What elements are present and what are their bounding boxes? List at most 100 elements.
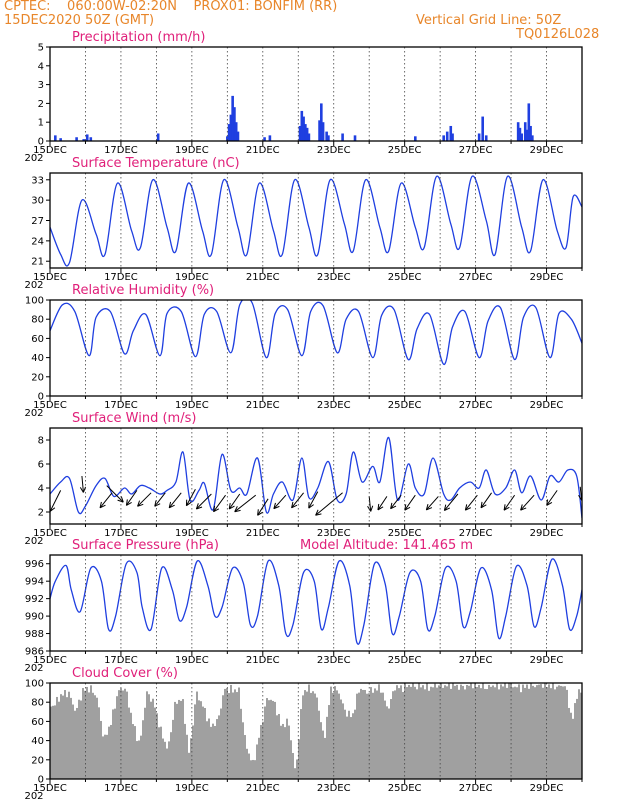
cloud-bar [412,683,414,779]
precip-bar [307,133,311,141]
wind-arrow [443,493,459,511]
y-tick-label: 27 [31,216,44,227]
y-tick-label: 992 [25,594,44,605]
precip-bar [523,122,527,141]
precip-bar [233,107,236,141]
wind-arrow [50,490,62,512]
cloud-bar [146,691,148,779]
y-tick-label: 986 [25,647,44,658]
cloud-bar [50,706,52,779]
y-tick-label: 988 [25,629,44,640]
precip-frame [49,46,583,142]
cloud-bar [292,752,294,779]
precip-series [54,95,534,141]
cloud-bar [128,707,130,779]
cloud-bar [230,684,232,779]
cloud-bar [504,683,506,779]
cloud-bar [506,687,508,779]
cloud-bar [342,703,344,779]
precip-bar [531,135,534,141]
cloud-bar [344,709,346,779]
cloud-bar [246,748,248,779]
cloud-bar [380,692,382,779]
cloud-bar [296,759,298,779]
precip-bar [89,137,93,141]
cloud-bar [538,684,540,779]
precip-bar [321,122,325,141]
cloud-bar [394,690,396,779]
cloud-bar [364,689,366,779]
year-fragment: 202 [24,536,43,547]
wind-arrow [464,494,478,511]
cloud-bar [152,698,154,779]
cloud-bar [170,732,172,779]
y-tick-label: 4 [38,61,44,72]
cloud-bar [572,718,574,779]
wind-arrow [195,493,212,510]
cloud-bar [402,691,404,779]
cloud-bar [350,717,352,779]
cloud-bar [290,740,292,779]
pressure-title: Surface Pressure (hPa) [72,538,219,553]
x-tick-label: 19DEC [175,655,209,666]
cloud-bar [260,725,262,779]
cloud-bar [134,726,136,779]
precip-bar [236,131,240,141]
y-tick-label: 100 [25,296,44,307]
precip-bar [325,131,328,141]
precip-bar [304,124,307,141]
x-tick-label: 25DEC [388,783,422,794]
cloud-bar [414,686,416,779]
cloud-bar [52,705,54,779]
x-tick-label: 29DEC [530,400,564,411]
cloud-bar [188,752,190,779]
cloud-bar [284,727,286,779]
wind-arrow [168,492,182,509]
cloud-bar [560,685,562,779]
wind-arrow [520,494,535,511]
y-tick-label: 33 [31,175,44,186]
cloud-bar [154,707,156,779]
cloud-bar [488,684,490,779]
y-tick-label: 60 [31,717,44,728]
cloud-bar [266,698,268,779]
cloud-bar [338,693,340,779]
precip-bar [320,103,323,141]
cloud-bar [84,690,86,779]
precip-bar [302,116,305,141]
precip-bar [414,136,417,141]
wind-series [50,436,582,519]
cloud-bar [416,689,418,779]
cloud-bar [580,692,582,779]
cloud-bar [494,687,496,779]
x-tick-label: 15DEC [33,272,67,283]
cloud-bar [64,690,66,779]
cloud-bar [314,693,316,779]
cloud-bar [60,694,62,779]
x-tick-label: 27DEC [459,783,493,794]
cloud-bar [370,687,372,779]
cloud-bar [574,703,576,779]
cloud-bar [232,692,234,779]
cloud-bar [534,687,536,779]
y-tick-label: 100 [25,679,44,690]
cloud-bar [336,690,338,779]
cloud-bar [424,689,426,779]
cloud-bar [472,688,474,779]
x-tick-label: 19DEC [175,783,209,794]
cloud-bar [140,735,142,779]
cloud-bar [482,683,484,779]
cloud-bar [244,735,246,779]
cloud-bar [144,707,146,779]
cloud-bar [264,706,266,779]
cloud-bar [186,734,188,779]
cloud-bar [384,700,386,779]
x-tick-label: 15DEC [33,145,67,156]
cloud-bar [108,726,110,779]
year-fragment: 202 [24,280,43,291]
cloud-bar [466,684,468,779]
cloud-bar [470,683,472,779]
cloud-bar [76,707,78,779]
temp-title: Surface Temperature (nC) [72,156,240,171]
